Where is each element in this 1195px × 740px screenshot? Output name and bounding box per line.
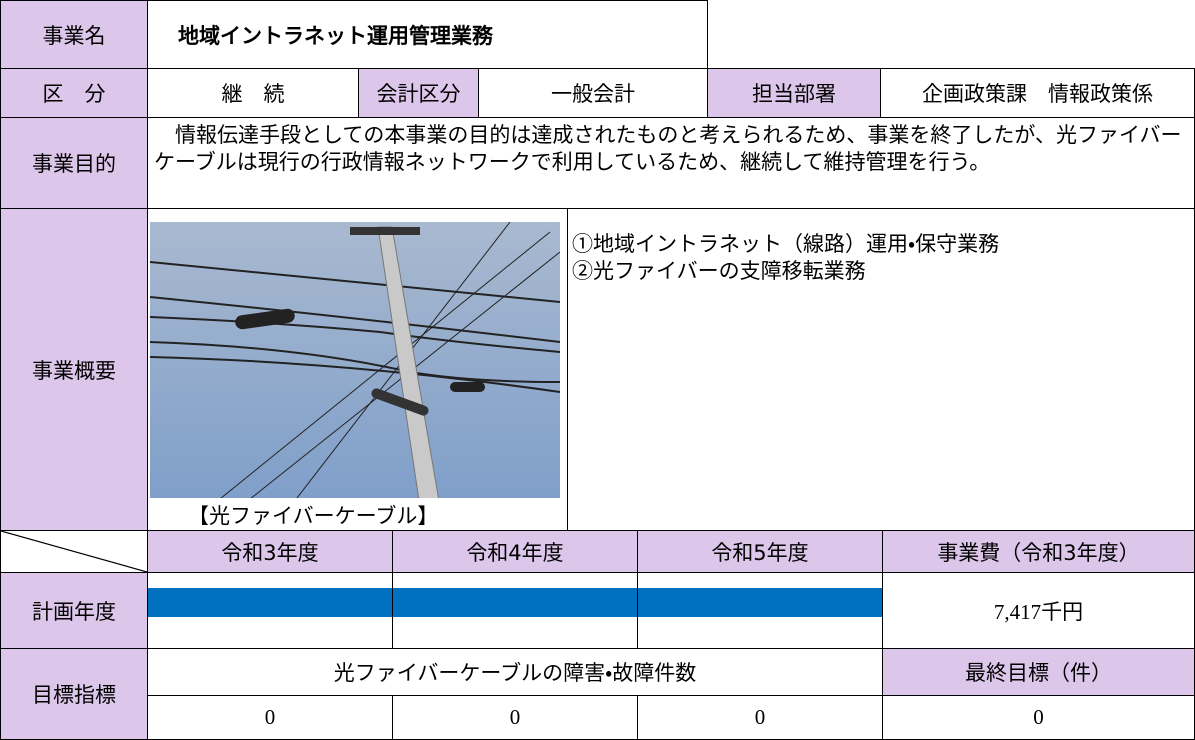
department-label: 担当部署 xyxy=(707,68,881,118)
year: 令和3年度 xyxy=(147,530,393,573)
indicator-label: 目標指標 xyxy=(0,648,148,740)
overview-text: ①地域イントラネット（線路）運用・保守業務 ②光ファイバーの支障移転業務 xyxy=(567,208,1195,531)
category-label: 区 分 xyxy=(0,68,148,118)
final-label: 最終目標（件） xyxy=(882,648,1195,696)
category: 継 続 xyxy=(147,68,359,118)
cost: 7,417千円 xyxy=(882,572,1195,649)
purpose-text: 情報伝達手段としての本事業の目的は達成されたものと考えられるため、事業を終了した… xyxy=(147,117,1195,209)
overview-label: 事業概要 xyxy=(0,208,148,531)
year: 令和5年度 xyxy=(637,530,883,573)
photo-cell: 【光ファイバーケーブル】 xyxy=(147,208,568,531)
indicator-value: 0 xyxy=(147,695,393,740)
plan-bar xyxy=(393,588,637,617)
plan-label: 計画年度 xyxy=(0,572,148,649)
diagonal xyxy=(1,531,147,572)
cost-label: 事業費（令和3年度） xyxy=(882,530,1195,573)
account: 一般会計 xyxy=(478,68,708,118)
account-label: 会計区分 xyxy=(358,68,479,118)
name-label: 事業名 xyxy=(0,0,148,69)
plan-cell xyxy=(392,572,638,649)
plan-cell xyxy=(637,572,883,649)
purpose-label: 事業目的 xyxy=(0,117,148,209)
name: 地域イントラネット運用管理業務 xyxy=(147,0,708,69)
indicator-name: 光ファイバーケーブルの障害・故障件数 xyxy=(147,648,883,696)
diagonal-cell xyxy=(0,530,148,573)
plan-bar xyxy=(148,588,392,617)
overview-item: ②光ファイバーの支障移転業務 xyxy=(572,259,866,283)
year: 令和4年度 xyxy=(392,530,638,573)
plan-bar xyxy=(638,588,882,617)
department: 企画政策課 情報政策係 xyxy=(880,68,1195,118)
indicator-value: 0 xyxy=(637,695,883,740)
overview-item: ①地域イントラネット（線路）運用・保守業務 xyxy=(572,232,1000,256)
plan-cell xyxy=(147,572,393,649)
indicator-value: 0 xyxy=(392,695,638,740)
photo-caption: 【光ファイバーケーブル】 xyxy=(188,504,439,528)
photo xyxy=(149,222,560,498)
final-value: 0 xyxy=(882,695,1195,740)
